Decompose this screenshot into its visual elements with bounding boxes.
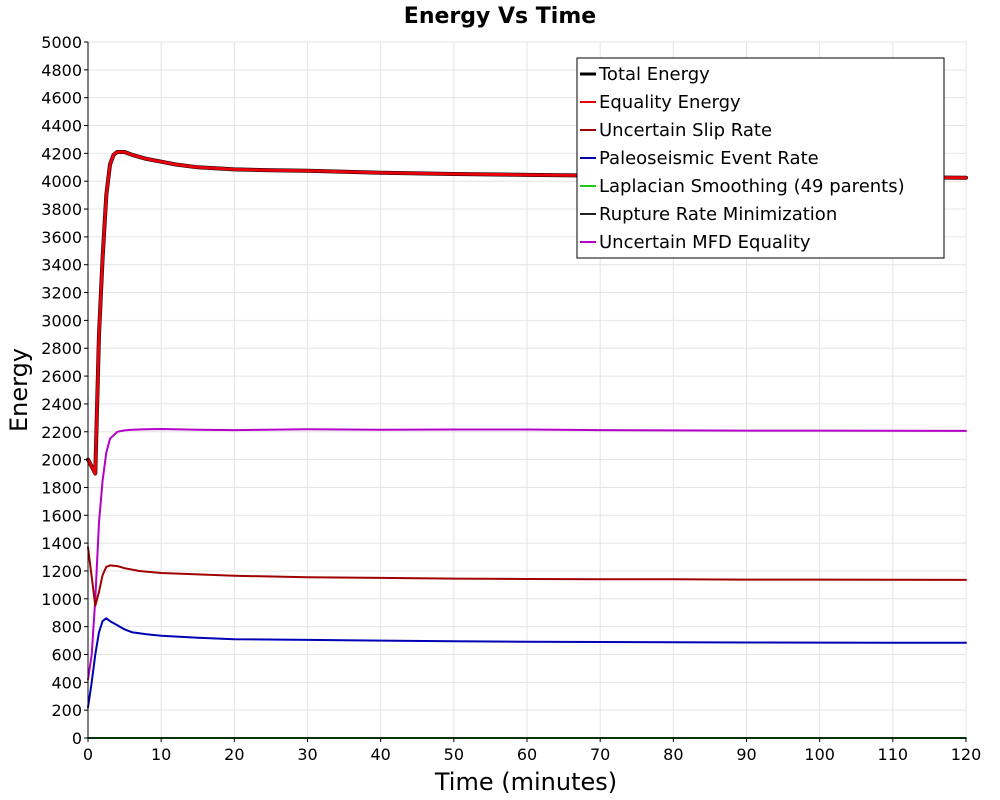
y-tick-label-10: 2000 [41,451,82,470]
x-tick-label-11: 110 [878,745,909,764]
y-tick-label-19: 3800 [41,200,82,219]
y-tick-label-12: 2400 [41,395,82,414]
legend-label-6: Uncertain MFD Equality [599,232,811,253]
y-tick-label-17: 3400 [41,256,82,275]
legend-box [576,57,945,259]
y-tick-label-21: 4200 [41,144,82,163]
y-tick-label-25: 5000 [41,33,82,52]
x-tick-label-0: 0 [83,745,93,764]
x-tick-label-2: 20 [224,745,244,764]
series-line-3 [87,617,967,709]
y-tick-label-22: 4400 [41,117,82,136]
x-tick-label-7: 70 [590,745,610,764]
y-tick-label-24: 4800 [41,61,82,80]
legend-label-0: Total Energy [598,64,710,85]
x-tick-label-1: 10 [151,745,171,764]
x-tick-label-6: 60 [517,745,537,764]
x-axis-ticks: 0 10 20 30 40 50 60 70 80 90 100 110 120 [83,738,981,764]
legend-label-3: Paleoseismic Event Rate [599,148,819,169]
series-line-6 [87,428,967,681]
x-tick-label-9: 90 [736,745,756,764]
y-tick-label-6: 1200 [41,562,82,581]
y-tick-label-13: 2600 [41,367,82,386]
y-tick-label-3: 600 [51,645,82,664]
y-tick-label-5: 1000 [41,590,82,609]
series-line-2 [87,546,967,607]
y-axis-ticks: 0 200 400 600 800 1000 1200 1400 1600 1800 2000 220… [41,33,88,748]
legend-label-1: Equality Energy [599,92,741,113]
y-tick-label-7: 1400 [41,534,82,553]
y-tick-label-14: 2800 [41,339,82,358]
chart-title: Energy Vs Time [404,4,596,29]
y-tick-label-11: 2200 [41,423,82,442]
x-tick-label-10: 100 [804,745,835,764]
legend: Total Energy Equality Energy Uncertain Sli… [576,57,945,259]
legend-label-5: Rupture Rate Minimization [599,204,837,225]
y-tick-label-23: 4600 [41,89,82,108]
y-tick-label-8: 1600 [41,506,82,525]
y-axis-title: Energy [5,348,33,432]
y-tick-label-9: 1800 [41,478,82,497]
y-tick-label-0: 0 [72,729,82,748]
y-tick-label-2: 400 [51,673,82,692]
x-tick-label-5: 50 [444,745,464,764]
x-tick-label-12: 120 [951,745,982,764]
y-tick-label-20: 4000 [41,172,82,191]
y-tick-label-4: 800 [51,618,82,637]
x-axis-title: Time (minutes) [434,768,617,796]
y-tick-label-18: 3600 [41,228,82,247]
y-tick-label-15: 3000 [41,311,82,330]
x-tick-label-8: 80 [663,745,683,764]
legend-label-2: Uncertain Slip Rate [599,120,772,141]
x-tick-label-4: 40 [370,745,390,764]
y-tick-label-1: 200 [51,701,82,720]
legend-label-4: Laplacian Smoothing (49 parents) [599,176,905,197]
x-tick-label-3: 30 [297,745,317,764]
y-tick-label-16: 3200 [41,284,82,303]
